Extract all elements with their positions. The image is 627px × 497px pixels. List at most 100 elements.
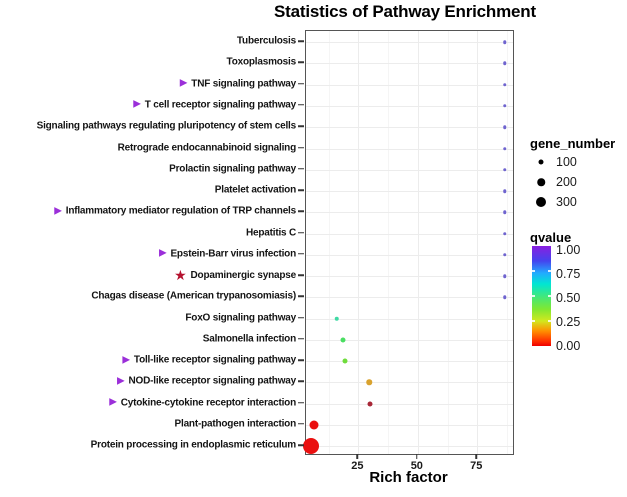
pathway-label: FoxO signaling pathway [185, 312, 296, 324]
y-axis-tick [298, 423, 304, 425]
data-point [367, 401, 373, 407]
data-point [502, 253, 507, 257]
gridline-row [306, 169, 513, 171]
data-point [502, 104, 507, 108]
data-point [340, 337, 346, 343]
triangle-marker-icon: ▶ [109, 396, 117, 408]
y-axis-tick [298, 359, 304, 361]
colorbar-tick [548, 270, 551, 272]
triangle-marker-icon: ▶ [117, 375, 125, 387]
x-axis-tick-label: 75 [470, 460, 483, 472]
y-axis-label-row: Hepatitis C [0, 227, 296, 238]
gene-number-legend-label: 200 [556, 175, 577, 189]
y-axis-tick [298, 253, 304, 255]
triangle-marker-icon: ▶ [133, 98, 141, 110]
gridline-row [306, 446, 513, 448]
y-axis-label-row: Prolactin signaling pathway [0, 163, 296, 174]
data-point [502, 189, 507, 193]
x-axis-tick-label: 50 [410, 460, 423, 472]
gridline-row [306, 233, 513, 235]
gridline-major [417, 31, 419, 454]
data-point [366, 379, 372, 386]
gridline-row [306, 403, 513, 405]
y-axis-label-row: FoxO signaling pathway [0, 312, 296, 323]
qvalue-colorbar [532, 246, 551, 346]
y-axis-label-row: ▶ Toll-like receptor signaling pathway [0, 355, 296, 366]
pathway-label: NOD-like receptor signaling pathway [128, 375, 297, 387]
y-axis-label-row: Platelet activation [0, 185, 296, 196]
y-axis-tick [298, 444, 304, 446]
y-axis-label-row: Plant-pathogen interaction [0, 418, 297, 429]
triangle-marker-icon: ▶ [158, 247, 167, 259]
pathway-label: Tuberculosis [236, 35, 296, 47]
qvalue-legend-title: qvalue [530, 230, 572, 245]
pathway-label: Hepatitis C [245, 227, 296, 239]
gridline-row [306, 105, 513, 107]
gridline-minor [507, 31, 509, 454]
gridline-row [306, 339, 513, 341]
y-axis-tick [298, 168, 304, 170]
data-point [502, 274, 507, 278]
pathway-label: Platelet activation [214, 184, 296, 196]
y-axis-tick [298, 295, 304, 298]
y-axis-tick [298, 231, 304, 234]
y-axis-tick [298, 274, 304, 276]
data-point [309, 420, 319, 430]
gridline-row [306, 276, 513, 278]
plot-panel [303, 30, 514, 455]
gridline-row [306, 254, 513, 256]
y-axis-label-row: Signaling pathways regulating pluripoten… [0, 120, 297, 132]
colorbar-tick [548, 295, 551, 297]
pathway-label: T cell receptor signaling pathway [144, 99, 296, 111]
y-axis-label-row: Salmonella infection [0, 333, 296, 344]
pathway-label: Protein processing in endoplasmic reticu… [90, 439, 297, 451]
data-point [502, 125, 507, 129]
data-point [342, 358, 348, 364]
y-axis-tick [298, 82, 304, 85]
data-point [502, 40, 507, 44]
data-point [502, 295, 507, 300]
pathway-label: Prolactin signaling pathway [169, 163, 296, 175]
y-axis-label-row: ▶ Epstein-Barr virus infection [0, 248, 296, 259]
gene-number-legend-dot [537, 178, 545, 186]
triangle-marker-icon: ▶ [122, 354, 130, 366]
y-axis-tick [298, 61, 304, 64]
pathway-label: Toxoplasmosis [226, 56, 297, 68]
data-point [502, 61, 507, 66]
gridline-minor [328, 31, 330, 454]
y-axis-tick [298, 338, 304, 340]
data-point [502, 168, 507, 172]
y-axis-tick [298, 401, 304, 404]
qvalue-tick-label: 0.25 [556, 315, 581, 329]
pathway-label: TNF signaling pathway [191, 78, 296, 90]
gene-number-legend-label: 300 [556, 195, 577, 209]
y-axis-tick [298, 104, 304, 106]
gridline-row [306, 424, 513, 426]
gene-number-legend-dot [538, 159, 544, 165]
gridline-row [306, 84, 513, 86]
pathway-label: Signaling pathways regulating pluripoten… [36, 120, 297, 132]
colorbar-tick [548, 320, 551, 322]
y-axis-label-row: ▶ T cell receptor signaling pathway [0, 99, 296, 110]
pathway-label: Salmonella infection [202, 333, 296, 345]
gene-number-legend-dot [536, 197, 546, 207]
y-axis-label-row: ▶ Inflammatory mediator regulation of TRP… [0, 206, 296, 217]
data-point [502, 146, 507, 151]
y-axis-label-row: ▶ TNF signaling pathway [0, 78, 296, 89]
gridline-row [306, 212, 513, 214]
pathway-label: Toll-like receptor signaling pathway [133, 354, 296, 366]
gridline-row [306, 42, 513, 44]
y-axis-tick [298, 125, 304, 127]
y-axis-label-row: Toxoplasmosis [0, 56, 297, 68]
x-axis-title: Rich factor [369, 469, 448, 486]
data-point [502, 82, 507, 87]
colorbar-tick [532, 295, 535, 297]
gridline-row [306, 127, 513, 129]
gene-number-legend-label: 100 [556, 155, 577, 169]
gridline-row [306, 297, 513, 299]
x-axis-tick-label: 25 [351, 460, 364, 472]
data-point [502, 210, 507, 215]
y-axis-tick [298, 210, 304, 213]
triangle-marker-icon: ▶ [179, 77, 188, 89]
